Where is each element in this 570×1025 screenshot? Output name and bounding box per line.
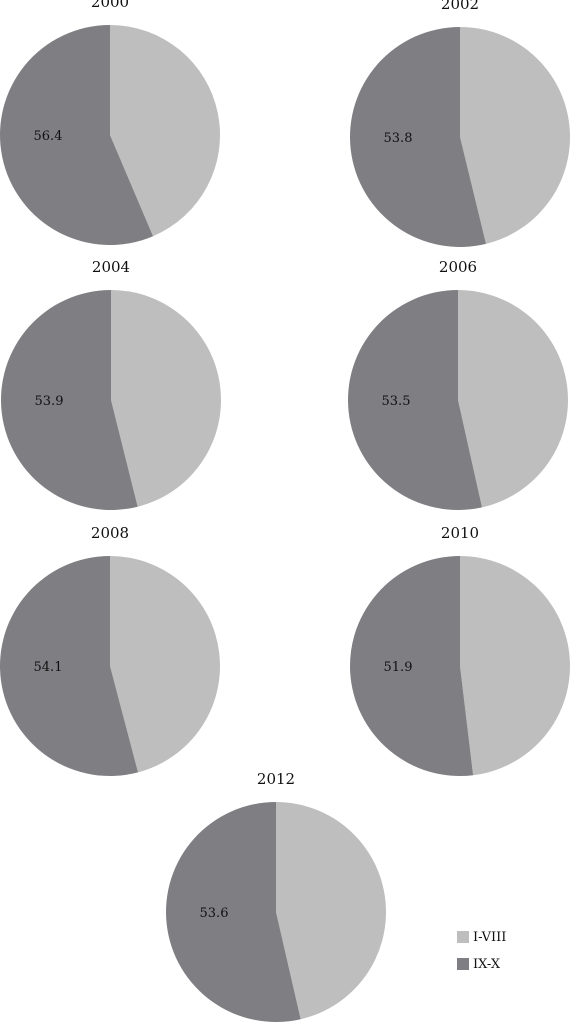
legend-label-ix-x: IX-X [473, 957, 501, 972]
legend-label-i-viii: I-VIII [473, 930, 506, 945]
pie-2010-slice-i-viii [460, 556, 570, 776]
pie-2002-value-label: 53.8 [384, 131, 413, 146]
legend-swatch-i-viii [457, 931, 469, 943]
pie-2008-slice-i-viii [110, 556, 220, 773]
pie-2000-value-label: 56.4 [34, 129, 63, 144]
pie-2004-slice-ix-x [0, 290, 138, 510]
pie-2012-slice-i-viii [276, 802, 386, 1020]
pie-2004-value-label: 53.9 [35, 394, 64, 409]
pie-2006-title: 2006 [439, 258, 477, 276]
pie-2012-title: 2012 [257, 770, 295, 788]
pie-2012-slice-ix-x [165, 801, 301, 1022]
legend: I-VIII IX-X [457, 930, 506, 972]
pie-2002-slice-i-viii [460, 27, 570, 244]
pie-2000-slice-ix-x [0, 25, 154, 245]
pie-2008-value-label: 54.1 [34, 660, 63, 675]
pie-2008-slice-ix-x [0, 556, 139, 776]
pie-2012-value-label: 53.6 [200, 906, 229, 921]
pie-2000-title: 2000 [91, 0, 129, 11]
pie-2006-value-label: 53.5 [382, 394, 411, 409]
pie-2004-slice-i-viii [111, 290, 221, 507]
pie-2006-slice-i-viii [458, 290, 568, 508]
pie-2010-value-label: 51.9 [384, 660, 413, 675]
pie-2002-title: 2002 [441, 0, 479, 13]
pie-2004-title: 2004 [92, 258, 130, 276]
pie-2000-slice-i-viii [110, 25, 220, 237]
pie-2010-slice-ix-x [350, 556, 474, 776]
pie-2010-title: 2010 [441, 524, 479, 542]
pie-2002-slice-ix-x [349, 27, 487, 248]
legend-swatch-ix-x [457, 958, 469, 970]
pie-2008-title: 2008 [91, 524, 129, 542]
pie-2006-slice-ix-x [347, 290, 482, 510]
